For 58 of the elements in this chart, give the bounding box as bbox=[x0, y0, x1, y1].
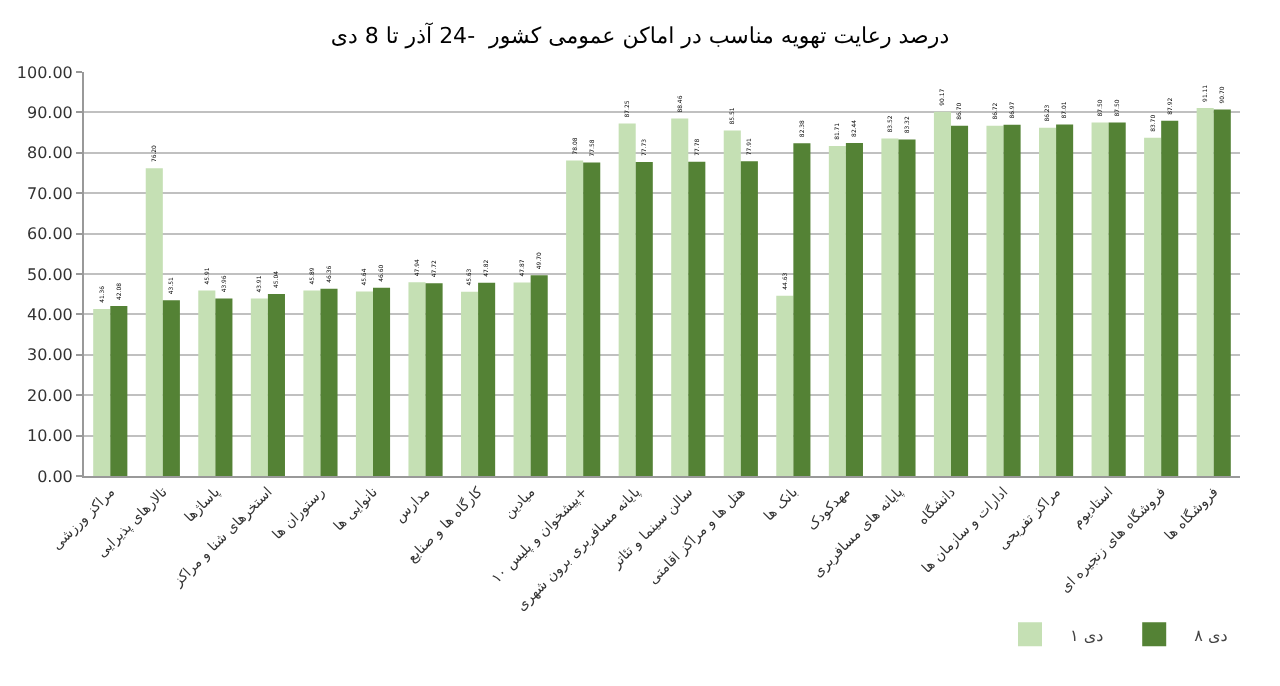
bar bbox=[951, 125, 969, 476]
y-tick-label: 10.00 bbox=[26, 427, 73, 446]
bar bbox=[162, 300, 180, 476]
bar bbox=[776, 295, 794, 476]
y-tick-label: 60.00 bbox=[26, 225, 73, 244]
bar bbox=[1213, 109, 1231, 476]
bar bbox=[110, 306, 128, 476]
bar bbox=[1091, 122, 1109, 476]
bar bbox=[250, 298, 268, 476]
legend-label: ۸ دی bbox=[1194, 626, 1229, 645]
bar bbox=[320, 288, 338, 476]
bar bbox=[635, 161, 653, 476]
y-tick-label: 0.00 bbox=[37, 467, 73, 486]
y-tick-label: 80.00 bbox=[26, 144, 73, 163]
bar bbox=[1003, 124, 1021, 476]
bar bbox=[723, 130, 741, 476]
bar bbox=[845, 142, 863, 476]
bar bbox=[1161, 120, 1179, 476]
bar bbox=[408, 282, 426, 476]
bar bbox=[618, 123, 636, 476]
bar bbox=[267, 294, 285, 476]
bar bbox=[355, 291, 373, 476]
bar bbox=[145, 168, 163, 476]
bar bbox=[1039, 127, 1057, 476]
bar bbox=[93, 308, 111, 476]
bar bbox=[1144, 137, 1162, 476]
y-tick-label: 20.00 bbox=[26, 386, 73, 405]
chart-title: درصد رعایت تهویه مناسب در اماکن عمومی کشور -24 آذر تا 8 دی bbox=[330, 20, 950, 49]
bar bbox=[1108, 122, 1126, 476]
bar bbox=[828, 145, 846, 476]
bar bbox=[671, 118, 689, 476]
bar bbox=[583, 162, 601, 476]
bar bbox=[215, 298, 233, 476]
bar bbox=[1056, 124, 1074, 476]
bar bbox=[1196, 107, 1214, 476]
bar bbox=[373, 287, 391, 476]
y-tick-label: 30.00 bbox=[26, 346, 73, 365]
bar bbox=[566, 160, 584, 476]
bar bbox=[513, 282, 531, 476]
bar bbox=[425, 283, 443, 476]
y-tick-label: 40.00 bbox=[26, 306, 73, 324]
bar bbox=[986, 125, 1004, 476]
y-tick-label: 90.00 bbox=[26, 104, 73, 122]
bar bbox=[530, 275, 548, 476]
y-tick-label: 50.00 bbox=[26, 265, 73, 284]
bar bbox=[478, 282, 496, 476]
bar bbox=[740, 161, 758, 476]
bar bbox=[461, 291, 479, 476]
bar bbox=[688, 161, 706, 476]
y-tick-label: 70.00 bbox=[26, 184, 73, 203]
legend-label: ۱ دی bbox=[1070, 626, 1105, 645]
y-tick-label: 100.00 bbox=[16, 63, 73, 82]
bar bbox=[933, 111, 951, 476]
bar bbox=[898, 139, 916, 476]
bar bbox=[198, 290, 216, 476]
bar bbox=[303, 290, 321, 476]
bar bbox=[881, 138, 899, 476]
bar bbox=[793, 143, 811, 476]
